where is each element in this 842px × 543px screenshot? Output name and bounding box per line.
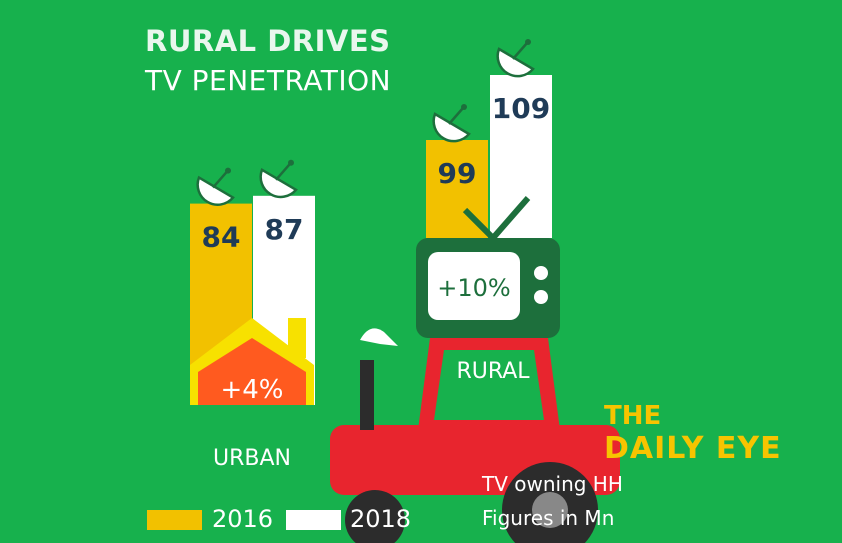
dish-bowl [196, 175, 235, 206]
house-icon [190, 318, 314, 405]
tv-knob [534, 290, 548, 304]
bar-value-label: 109 [492, 92, 550, 125]
dish-arm [512, 42, 528, 60]
dish-arm [275, 162, 291, 181]
legend-2018-label: 2018 [350, 505, 412, 533]
dish-bowl [259, 167, 298, 199]
bird-icon [360, 328, 398, 346]
dish-feed [461, 104, 467, 110]
note-figures-unit: Figures in Mn [482, 506, 615, 530]
house-front [198, 338, 306, 405]
legend-2016-label: 2016 [212, 505, 274, 533]
tractor-exhaust [360, 360, 374, 430]
category-label-rural: RURAL [456, 359, 530, 384]
brand-logo: THE DAILY EYE [604, 401, 782, 466]
legend-swatch-2018 [286, 510, 341, 530]
growth-label-urban: +4% [220, 375, 283, 405]
dish-arm [212, 170, 228, 189]
tv-antenna-right [490, 196, 531, 240]
dish-feed [288, 159, 294, 166]
tv-screen [428, 252, 520, 320]
growth-label-rural: +10% [437, 274, 510, 302]
bar-value-label: 87 [265, 213, 304, 246]
chart-subtitle: TV PENETRATION [145, 64, 392, 97]
tv-knob [534, 266, 548, 280]
note-tv-owning: TV owning HH [482, 472, 623, 496]
dish-bowl [432, 112, 471, 143]
tractor-icon [330, 338, 620, 543]
bar-rural-2018 [490, 75, 552, 238]
brand-line1: THE [604, 401, 662, 431]
legend-swatch-2016 [147, 510, 202, 530]
satellite-dish-icon [496, 39, 535, 78]
satellite-dish-icon [259, 159, 298, 199]
tv-antenna-left [462, 207, 496, 241]
tractor-hub [532, 492, 568, 528]
house-chimney [288, 318, 306, 358]
tractor-front-wheel [345, 490, 405, 543]
tractor-window [434, 350, 544, 420]
dish-feed [525, 39, 531, 45]
category-label-urban: URBAN [213, 446, 291, 471]
chart-title: RURAL DRIVES [145, 24, 391, 58]
bar-value-label: 99 [438, 157, 477, 190]
dish-feed [225, 167, 231, 174]
satellite-dish-icon [196, 167, 235, 206]
satellite-dish-icon [432, 104, 471, 143]
bar-value-label: 84 [202, 221, 241, 254]
tv-icon [416, 196, 560, 338]
brand-line2: DAILY EYE [604, 431, 782, 466]
dish-bowl [496, 47, 535, 78]
dish-arm [448, 107, 464, 125]
